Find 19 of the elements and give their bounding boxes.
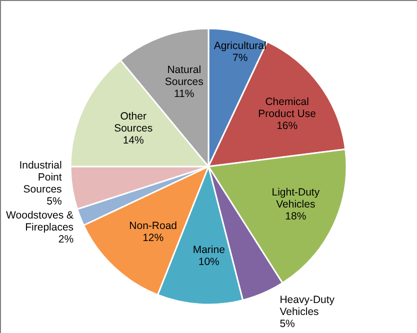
- data-label: 5%: [46, 196, 62, 208]
- data-label: 12%: [142, 232, 164, 244]
- data-label: 18%: [285, 210, 306, 223]
- slice-label: Marine: [192, 244, 226, 256]
- slice-label: Natural Sources: [164, 64, 204, 88]
- slice-label: Light-Duty Vehicles: [272, 186, 320, 211]
- data-label: 11%: [174, 88, 194, 100]
- slice-label: Industrial Point Sources: [19, 160, 62, 196]
- slice-label: Non-Road: [129, 220, 178, 232]
- data-label: 5%: [280, 318, 295, 330]
- data-label: 2%: [58, 234, 74, 246]
- slice-label: Heavy-Duty Vehicles: [280, 294, 336, 318]
- slice-label: Other Sources: [114, 110, 153, 134]
- slice-label: Chemical Product Use: [258, 96, 316, 120]
- data-label: 7%: [232, 52, 248, 64]
- data-label: 16%: [276, 120, 298, 132]
- data-label: 10%: [198, 256, 220, 268]
- data-label: 14%: [122, 134, 144, 146]
- slice-label: Woodstoves & Fireplaces: [6, 210, 74, 234]
